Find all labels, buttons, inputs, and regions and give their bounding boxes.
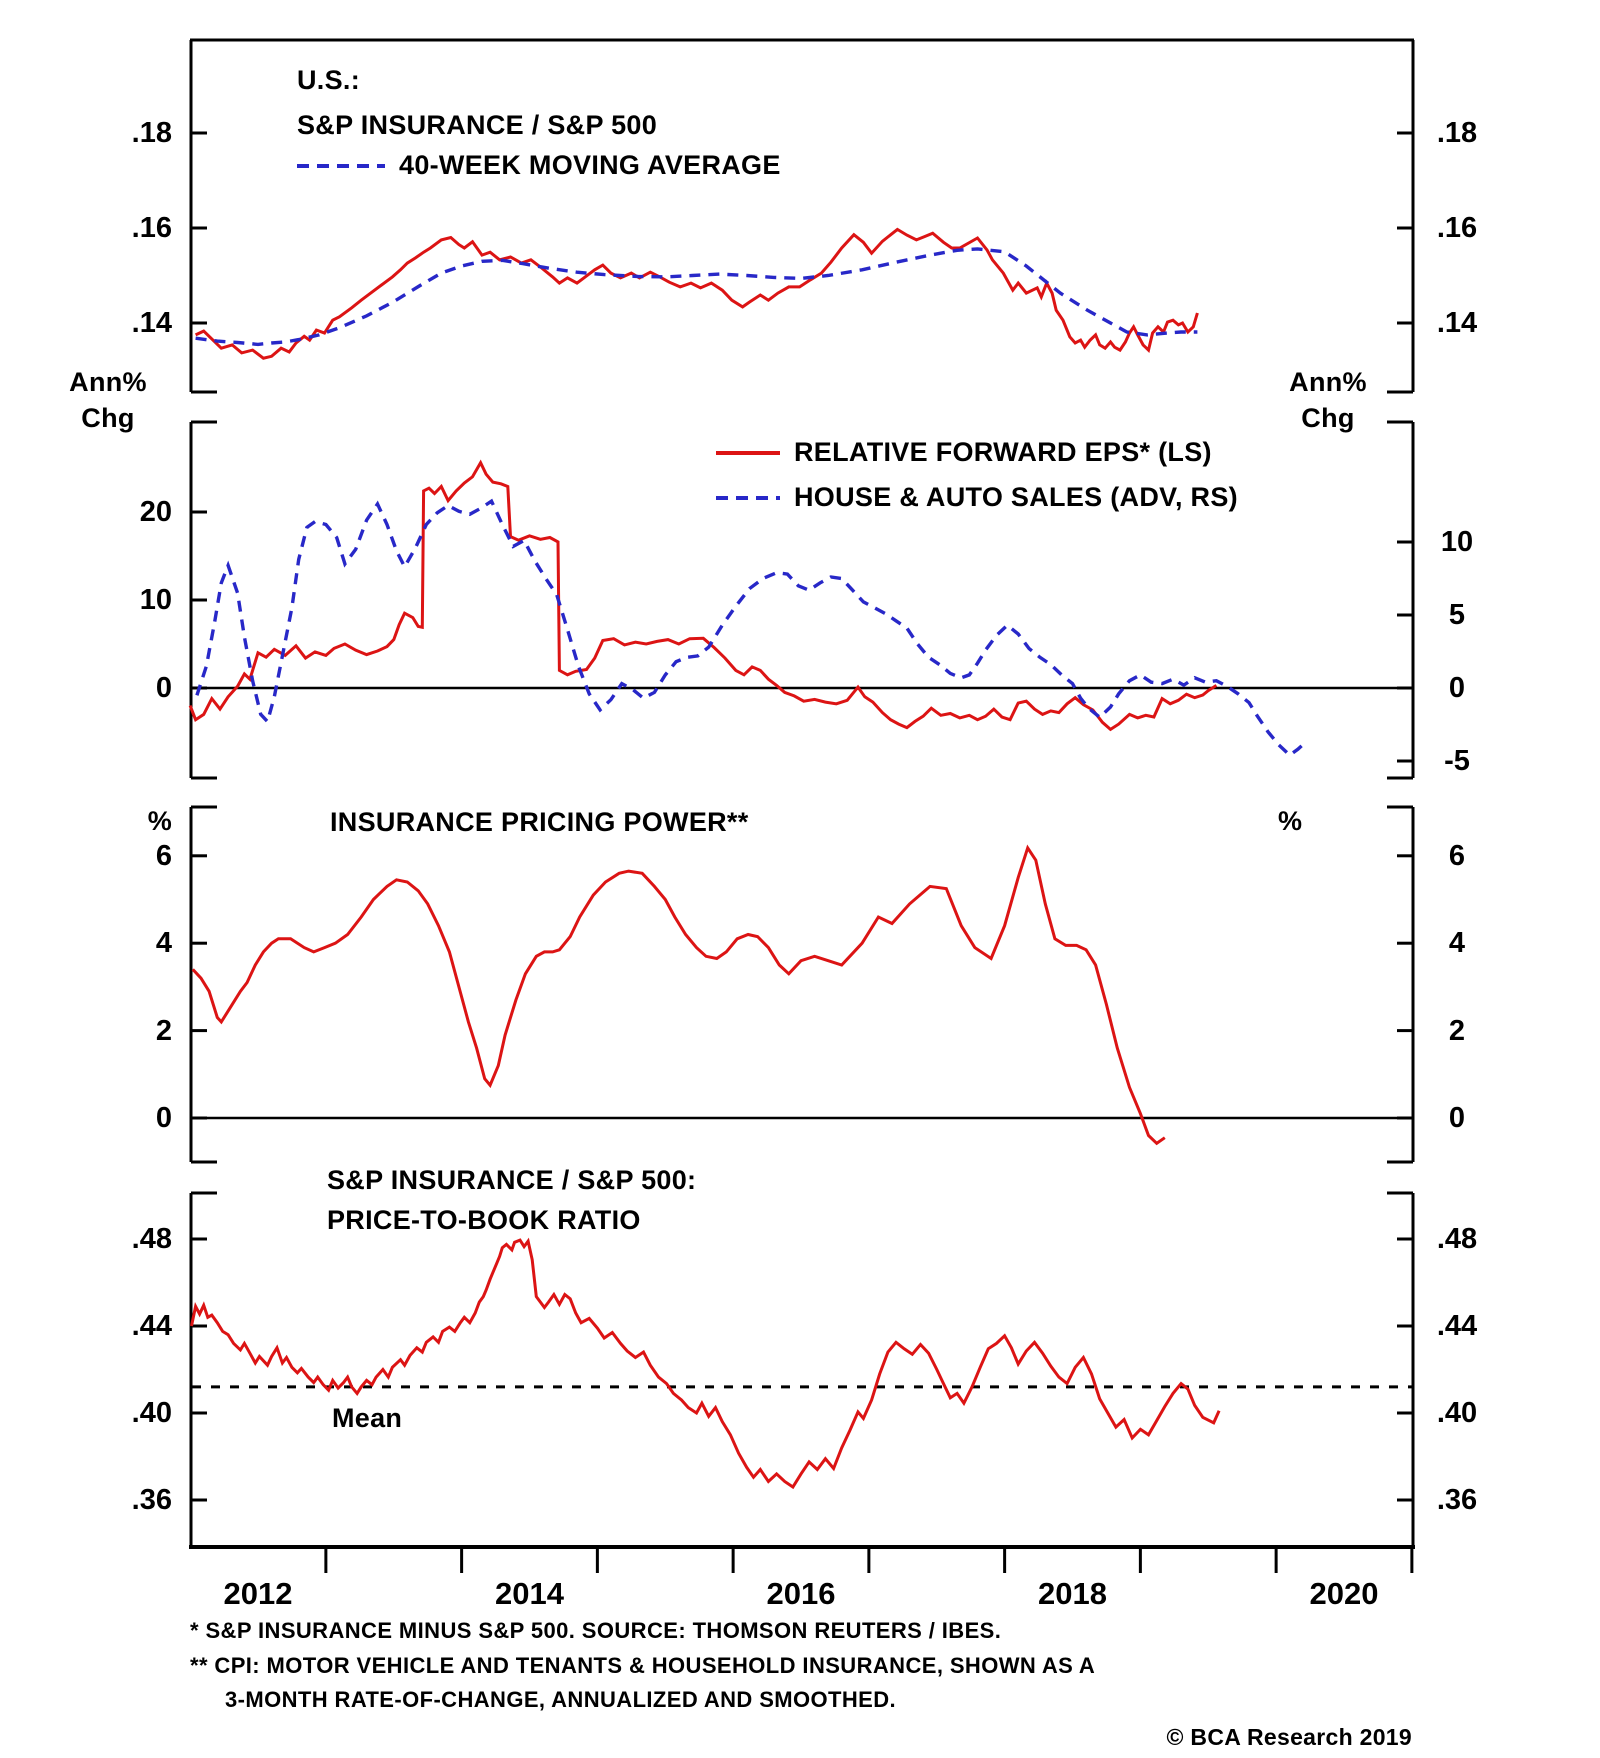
y-tick-label: 6 [1448, 839, 1466, 872]
panel1-title-line2: S&P INSURANCE / S&P 500 [297, 110, 658, 140]
footnote-2: ** CPI: MOTOR VEHICLE AND TENANTS & HOUS… [190, 1653, 1096, 1678]
y-tick-label: 5 [1448, 599, 1466, 631]
y-tick-label: .40 [1436, 1397, 1478, 1429]
y-tick-label: .48 [1436, 1223, 1478, 1255]
y-tick-label: 0 [155, 672, 172, 704]
x-axis-year-label: 2018 [1038, 1576, 1107, 1611]
panel1-ma-legend: 40-WEEK MOVING AVERAGE [297, 143, 781, 188]
y-tick-label: 0 [155, 1102, 172, 1134]
y-tick-label: 10 [1440, 526, 1474, 558]
y-tick-label: 0 [1448, 672, 1466, 704]
y-tick-label: -5 [1444, 745, 1470, 777]
panel3-title: INSURANCE PRICING POWER** [330, 807, 749, 837]
y-tick-label: 4 [155, 927, 172, 960]
y-tick-label: 10 [139, 584, 172, 616]
y-tick-label: .18 [131, 117, 172, 149]
panel3-unit-left: % [147, 806, 172, 836]
y-tick-label: .18 [1436, 117, 1478, 149]
series-red-panel4 [190, 1237, 1221, 1490]
x-axis-year-label: 2012 [223, 1576, 293, 1611]
x-axis-year-label: 2016 [766, 1576, 836, 1611]
series-red-panel2 [188, 459, 1218, 732]
y-tick-label: .16 [1436, 212, 1478, 244]
dashed-line-swatch-icon [297, 163, 385, 168]
legend-label-house-auto: HOUSE & AUTO SALES (ADV, RS) [794, 482, 1238, 512]
y-tick-label: 6 [155, 839, 172, 872]
panel4-title-line2: PRICE-TO-BOOK RATIO [327, 1205, 641, 1235]
copyright-notice: © BCA Research 2019 [1166, 1724, 1412, 1750]
solid-line-swatch-icon [716, 450, 780, 455]
legend-item-house-auto: HOUSE & AUTO SALES (ADV, RS) [716, 475, 1238, 520]
y-tick-label: .16 [131, 212, 172, 244]
legend-item-eps: RELATIVE FORWARD EPS* (LS) [716, 430, 1212, 475]
y-tick-label: .36 [1436, 1484, 1478, 1516]
panel2-unit-right: Ann% Chg [1289, 367, 1367, 433]
panel1-title-line1: U.S.: [297, 65, 361, 95]
footnote-3: 3-MONTH RATE-OF-CHANGE, ANNUALIZED AND S… [225, 1687, 897, 1712]
y-tick-label: .36 [131, 1484, 172, 1516]
y-tick-label: 4 [1448, 927, 1466, 960]
mean-line-label: Mean [332, 1403, 403, 1433]
y-tick-label: .40 [131, 1397, 172, 1429]
y-tick-label: .44 [131, 1310, 172, 1342]
legend-label-eps: RELATIVE FORWARD EPS* (LS) [794, 437, 1212, 467]
series-blue-panel2 [195, 498, 1308, 758]
series-red-panel3 [191, 844, 1166, 1146]
panel3-unit-right: % [1278, 806, 1303, 836]
y-tick-label: .14 [1436, 307, 1478, 339]
y-tick-label: .44 [1436, 1310, 1478, 1342]
x-axis-year-label: 2020 [1309, 1576, 1379, 1611]
series-blue-panel1 [195, 247, 1198, 347]
y-tick-label: 20 [139, 496, 172, 528]
y-tick-label: 2 [155, 1014, 172, 1047]
panel4-title-line1: S&P INSURANCE / S&P 500: [327, 1165, 697, 1195]
y-tick-label: .14 [131, 307, 172, 339]
dashed-line-swatch-icon [716, 495, 780, 500]
y-tick-label: .48 [131, 1223, 172, 1255]
panel2-unit-left: Ann% Chg [69, 367, 147, 433]
series-red-panel1 [194, 227, 1199, 360]
footnote-1: * S&P INSURANCE MINUS S&P 500. SOURCE: T… [190, 1618, 1002, 1643]
panel1-ma-label: 40-WEEK MOVING AVERAGE [399, 150, 781, 180]
x-axis-year-label: 2014 [495, 1576, 564, 1611]
y-tick-label: 2 [1448, 1014, 1466, 1047]
y-tick-label: 0 [1448, 1102, 1466, 1134]
